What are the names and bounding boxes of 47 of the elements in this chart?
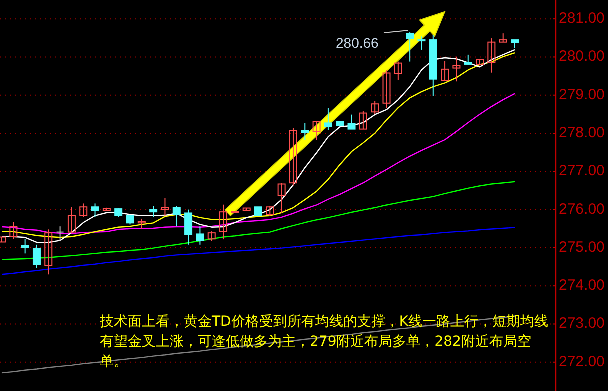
candlestick (278, 182, 286, 214)
y-tick-label: 275.00 (559, 238, 605, 256)
candlestick (289, 128, 298, 186)
candlestick (382, 70, 391, 109)
y-tick-label: 273.00 (559, 315, 605, 332)
candlestick (91, 203, 100, 218)
y-tick-label: 281.00 (559, 10, 605, 28)
candlestick (80, 203, 88, 218)
candlestick (441, 60, 450, 81)
y-tick-label: 276.00 (559, 200, 605, 218)
candlestick (488, 38, 496, 74)
y-tick-label: 272.00 (559, 353, 605, 370)
y-tick-label: 280.00 (559, 48, 605, 66)
candlestick (196, 226, 204, 246)
line-series (1, 227, 516, 276)
candlestick (220, 204, 228, 240)
y-tick-label: 277.00 (559, 162, 605, 180)
candlestick (452, 56, 461, 82)
candlestick (208, 231, 216, 242)
candlestick (464, 54, 472, 66)
candlestick (44, 229, 53, 276)
candlestick (266, 206, 274, 217)
candlestick (394, 61, 402, 81)
candlestick (348, 114, 356, 130)
candlestick (68, 207, 76, 234)
y-tick-label: 274.00 (559, 277, 605, 294)
candlestick (301, 122, 310, 140)
candlestick (312, 121, 321, 140)
candlestick (184, 209, 193, 246)
candlestick (418, 36, 426, 50)
y-tick-label: 278.00 (559, 124, 605, 142)
candlestick (150, 205, 158, 218)
candlestick (161, 197, 170, 217)
candlestick (32, 244, 41, 269)
candlestick (21, 238, 30, 254)
candlestick (254, 206, 262, 217)
candlestick (324, 108, 332, 131)
annotation: 280.66 (336, 35, 380, 51)
candlestick (359, 110, 368, 130)
y-tick-label: 279.00 (559, 86, 605, 104)
candlestick (138, 218, 146, 230)
candlestick (172, 206, 181, 228)
annotation: 技术面上看，黄金TD价格受到所有均线的支撑，K线一路上行，短期均线有望金叉上涨，可逢低做多为主，279附近布局多单，282附近布局空单。 (100, 313, 550, 372)
candlestick (10, 222, 18, 240)
candlestick (371, 100, 380, 115)
candlestick (406, 32, 414, 62)
candlestick (56, 226, 64, 242)
